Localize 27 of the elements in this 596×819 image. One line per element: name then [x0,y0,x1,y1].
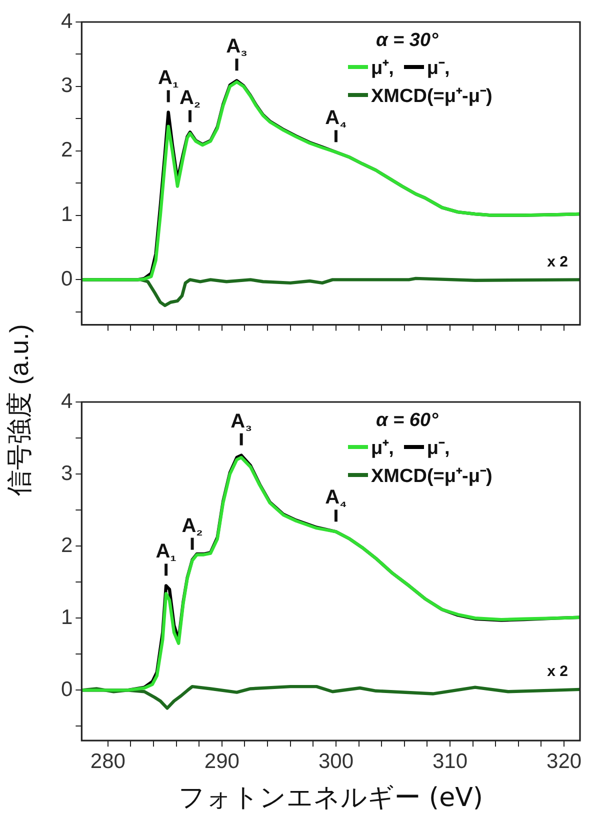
y-tick-label: 0 [60,678,73,701]
legend-label: μ⁻, [426,57,450,80]
legend-title: α = 60° [376,410,440,432]
legend-label: μ⁺, [371,57,394,80]
x-axis-title: フォトンエネルギー (eV) [178,783,484,814]
legend-label: μ⁻, [426,437,450,460]
y-tick-label: 1 [60,606,73,629]
legend-label: XMCD(=μ⁺-μ⁻) [371,85,492,108]
x-tick-label: 280 [90,750,126,773]
x-tick-label: 300 [318,750,354,773]
y-tick-label: 1 [60,203,73,226]
x-tick-label: 320 [546,750,582,773]
annotation: x 2 [547,663,568,680]
y-tick-label: 2 [60,138,73,162]
x-tick-label: 310 [432,750,468,773]
y-tick-label: 2 [60,534,73,557]
annotation: x 2 [547,253,568,270]
x-tick-label: 290 [204,750,240,773]
y-tick-label: 3 [60,74,73,98]
legend-title: α = 30° [376,30,440,52]
y-axis-title: 信号強度 (a.u.) [3,324,35,496]
legend-label: XMCD(=μ⁺-μ⁻) [371,465,492,488]
y-tick-label: 4 [60,10,73,33]
y-tick-label: 4 [60,390,73,413]
y-tick-label: 3 [60,462,73,485]
y-tick-label: 0 [60,268,73,290]
legend-label: μ⁺, [371,437,394,460]
